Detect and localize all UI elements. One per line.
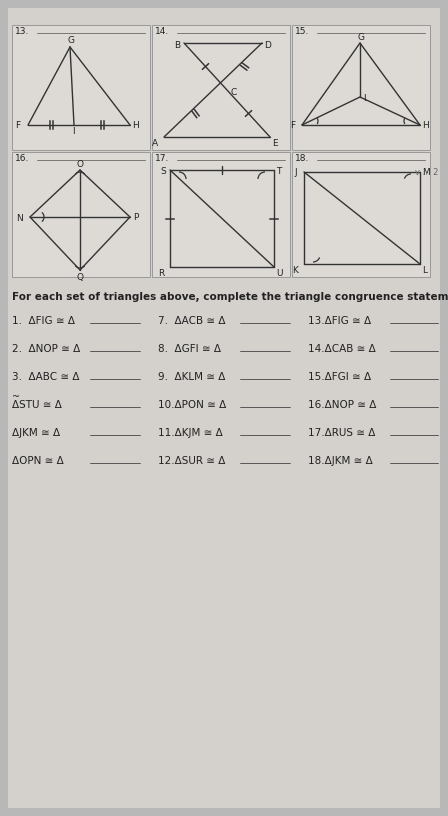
Bar: [12, 25, 150, 150]
Text: 17.ΔRUS ≅ Δ: 17.ΔRUS ≅ Δ: [308, 428, 375, 438]
Text: E: E: [272, 139, 278, 148]
Text: G: G: [67, 36, 74, 45]
Text: 15.: 15.: [295, 27, 310, 36]
Text: P: P: [133, 213, 138, 222]
Text: N: N: [16, 214, 23, 223]
Text: J: J: [294, 168, 297, 177]
Text: 18.: 18.: [295, 154, 310, 163]
Text: T: T: [276, 167, 281, 176]
Text: S: S: [160, 167, 166, 176]
Bar: [152, 25, 290, 150]
Text: H: H: [422, 121, 429, 130]
Bar: [152, 152, 290, 277]
Text: R: R: [158, 269, 164, 278]
Text: ΔJKM ≅ Δ: ΔJKM ≅ Δ: [12, 428, 60, 438]
Text: Q: Q: [76, 273, 83, 282]
Text: 8.  ΔGFI ≅ Δ: 8. ΔGFI ≅ Δ: [158, 344, 221, 354]
Text: ~: ~: [12, 392, 20, 402]
Bar: [292, 152, 430, 277]
Text: F: F: [290, 121, 295, 130]
Text: B: B: [174, 41, 180, 50]
Text: 11.ΔKJM ≅ Δ: 11.ΔKJM ≅ Δ: [158, 428, 223, 438]
Text: 15.ΔFGI ≅ Δ: 15.ΔFGI ≅ Δ: [308, 372, 371, 382]
Text: v ... 2: v ... 2: [415, 168, 439, 177]
Text: I: I: [72, 127, 75, 136]
Text: K: K: [292, 266, 298, 275]
Text: 1.  ΔFIG ≅ Δ: 1. ΔFIG ≅ Δ: [12, 316, 75, 326]
Text: U: U: [276, 269, 283, 278]
Text: 18.ΔJKM ≅ Δ: 18.ΔJKM ≅ Δ: [308, 456, 373, 466]
Text: 16.ΔNOP ≅ Δ: 16.ΔNOP ≅ Δ: [308, 400, 376, 410]
Text: 9.  ΔKLM ≅ Δ: 9. ΔKLM ≅ Δ: [158, 372, 225, 382]
Text: ΔSTU ≅ Δ: ΔSTU ≅ Δ: [12, 400, 62, 410]
Text: For each set of triangles above, complete the triangle congruence statement.: For each set of triangles above, complet…: [12, 292, 448, 302]
Text: F: F: [15, 121, 20, 130]
Text: 12.ΔSUR ≅ Δ: 12.ΔSUR ≅ Δ: [158, 456, 225, 466]
Text: 14.ΔCAB ≅ Δ: 14.ΔCAB ≅ Δ: [308, 344, 376, 354]
Text: 7.  ΔACB ≅ Δ: 7. ΔACB ≅ Δ: [158, 316, 225, 326]
Text: 10.ΔPON ≅ Δ: 10.ΔPON ≅ Δ: [158, 400, 226, 410]
Text: 3.  ΔABC ≅ Δ: 3. ΔABC ≅ Δ: [12, 372, 79, 382]
Text: I: I: [363, 94, 366, 103]
Text: 13.ΔFIG ≅ Δ: 13.ΔFIG ≅ Δ: [308, 316, 371, 326]
Text: G: G: [357, 33, 364, 42]
Text: M: M: [422, 168, 430, 177]
Text: 17.: 17.: [155, 154, 169, 163]
Text: ΔOPN ≅ Δ: ΔOPN ≅ Δ: [12, 456, 64, 466]
Text: 2.  ΔNOP ≅ Δ: 2. ΔNOP ≅ Δ: [12, 344, 80, 354]
Text: D: D: [264, 41, 271, 50]
Text: C: C: [230, 88, 236, 97]
Text: A: A: [152, 139, 158, 148]
Text: 16.: 16.: [15, 154, 30, 163]
Text: H: H: [132, 121, 139, 130]
Text: L: L: [422, 266, 427, 275]
Text: O: O: [76, 160, 83, 169]
Bar: [292, 25, 430, 150]
Text: 13.: 13.: [15, 27, 30, 36]
Text: 14.: 14.: [155, 27, 169, 36]
Bar: [12, 152, 150, 277]
